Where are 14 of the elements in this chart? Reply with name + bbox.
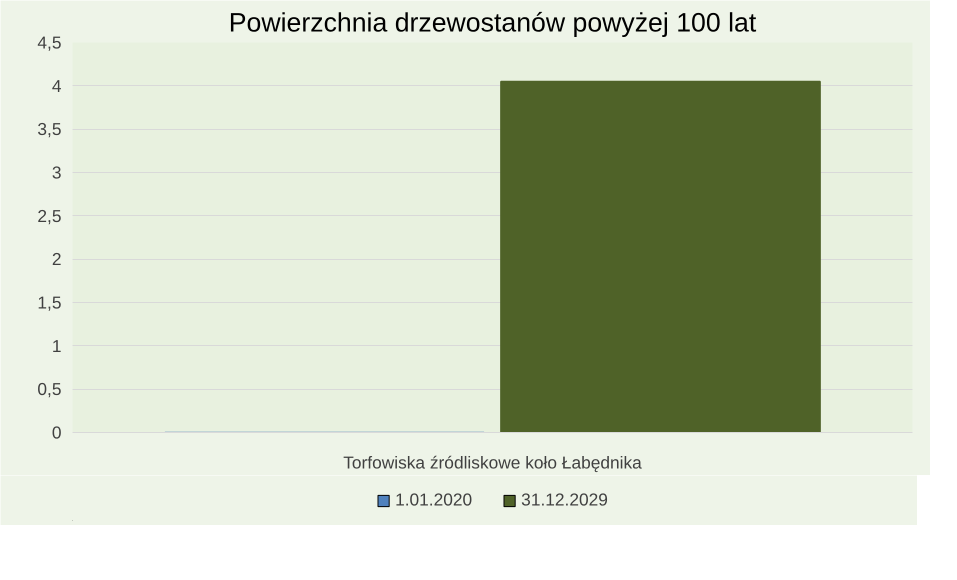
y-tick-label: 2 (52, 249, 62, 270)
y-tick-label: 0,5 (37, 379, 62, 400)
y-tick-label: 4,5 (37, 32, 62, 52)
y-tick-label: 4 (52, 76, 62, 96)
y-tick-label: 0 (52, 422, 62, 442)
y-tick-label: 2,5 (37, 206, 62, 226)
x-tick-label: Torfowiska źródliskowe koło Łabędnika (343, 452, 642, 472)
y-tick-label: 1,5 (37, 292, 62, 312)
y-tick-label: 3,5 (37, 119, 62, 140)
legend-label: 31.12.2029 (521, 490, 608, 510)
chart-title: Powierzchnia drzewostanów powyżej 100 lat (228, 8, 757, 38)
y-tick-label: 3 (52, 162, 62, 182)
y-tick-label: 1 (52, 336, 62, 356)
legend-label: 1.01.2020 (395, 490, 472, 510)
